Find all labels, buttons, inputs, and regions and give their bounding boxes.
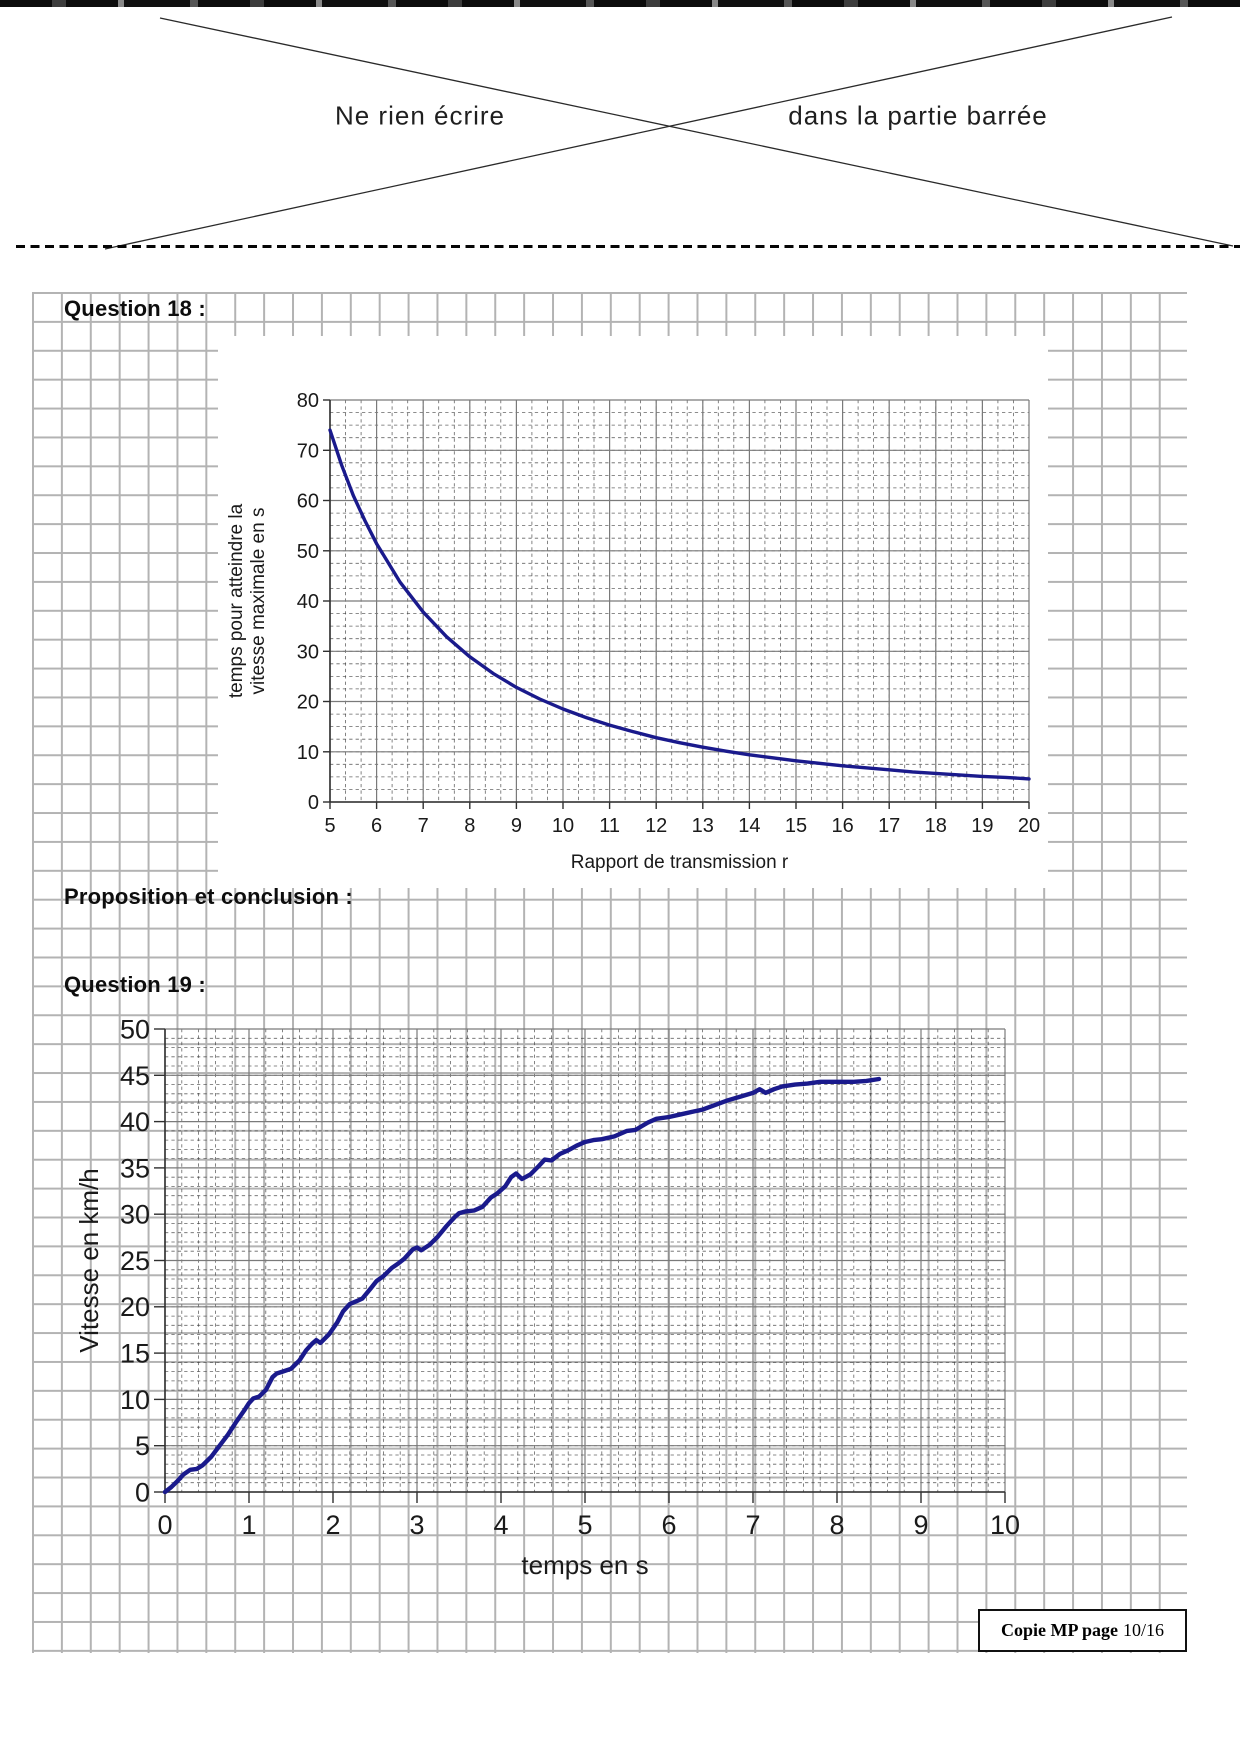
svg-text:2: 2: [325, 1510, 340, 1540]
svg-text:8: 8: [829, 1510, 844, 1540]
svg-text:temps pour atteindre la: temps pour atteindre la: [226, 503, 247, 698]
svg-text:0: 0: [157, 1510, 172, 1540]
warning-text-right: dans la partie barrée: [788, 100, 1048, 131]
question-19-heading: Question 19 :: [64, 972, 206, 997]
svg-text:50: 50: [297, 541, 319, 563]
svg-text:6: 6: [371, 815, 382, 837]
svg-text:10: 10: [297, 742, 319, 764]
svg-text:temps en s: temps en s: [521, 1550, 648, 1580]
proposition-heading: Proposition et conclusion :: [64, 884, 353, 909]
svg-text:50: 50: [120, 1015, 150, 1045]
svg-text:18: 18: [925, 815, 947, 837]
svg-text:5: 5: [324, 815, 335, 837]
svg-text:0: 0: [308, 792, 319, 814]
svg-text:7: 7: [418, 815, 429, 837]
svg-text:60: 60: [297, 491, 319, 513]
svg-text:5: 5: [135, 1431, 150, 1461]
scan-edge-strip: [0, 0, 1240, 7]
svg-text:17: 17: [878, 815, 900, 837]
svg-text:5: 5: [577, 1510, 592, 1540]
svg-text:4: 4: [493, 1510, 508, 1540]
svg-text:1: 1: [241, 1510, 256, 1540]
warning-text-left: Ne rien écrire: [334, 100, 506, 131]
svg-text:9: 9: [913, 1510, 928, 1540]
chart-transmission-panel: 5 6 7 8 9 10 11 12 13 14 15 16 17 18 19 20 0 10 20 30 40 50 60…: [218, 336, 1048, 888]
crossed-out-lines: [104, 16, 1234, 250]
svg-text:Rapport de transmission r: Rapport de transmission r: [571, 852, 789, 873]
footer-page-number: 10/16: [1122, 1620, 1164, 1640]
svg-text:13: 13: [692, 815, 714, 837]
svg-text:10: 10: [990, 1510, 1020, 1540]
svg-text:70: 70: [297, 440, 319, 462]
svg-text:40: 40: [297, 591, 319, 613]
svg-text:20: 20: [297, 692, 319, 714]
svg-text:vitesse maximale en s: vitesse maximale en s: [248, 508, 269, 695]
chart-transmission: 5 6 7 8 9 10 11 12 13 14 15 16 17 18 19 20 0 10 20 30 40 50 60…: [226, 390, 1040, 873]
svg-text:11: 11: [599, 815, 620, 837]
svg-text:15: 15: [785, 815, 807, 837]
svg-text:14: 14: [738, 815, 760, 837]
dashed-separator: [16, 245, 1240, 248]
svg-text:30: 30: [297, 641, 319, 663]
svg-text:40: 40: [120, 1107, 150, 1137]
svg-text:0: 0: [135, 1477, 150, 1507]
svg-text:20: 20: [1018, 815, 1040, 837]
svg-text:9: 9: [511, 815, 522, 837]
svg-text:35: 35: [120, 1153, 150, 1183]
svg-text:15: 15: [120, 1339, 150, 1369]
svg-text:8: 8: [464, 815, 475, 837]
svg-text:25: 25: [120, 1246, 150, 1276]
svg-text:7: 7: [745, 1510, 760, 1540]
footer-copy-label: Copie MP page: [1000, 1620, 1118, 1640]
svg-text:Vitesse en km/h: Vitesse en km/h: [74, 1168, 104, 1353]
svg-text:30: 30: [120, 1200, 150, 1230]
svg-text:10: 10: [120, 1385, 150, 1415]
svg-text:3: 3: [409, 1510, 424, 1540]
svg-text:12: 12: [645, 815, 667, 837]
svg-text:16: 16: [831, 815, 853, 837]
svg-text:20: 20: [120, 1292, 150, 1322]
question-18-heading: Question 18 :: [64, 296, 206, 321]
footer-page-box: Copie MP page 10/16: [978, 1609, 1187, 1652]
svg-text:80: 80: [297, 390, 319, 412]
svg-text:6: 6: [661, 1510, 676, 1540]
svg-text:45: 45: [120, 1061, 150, 1091]
svg-text:10: 10: [552, 815, 574, 837]
svg-text:19: 19: [971, 815, 993, 837]
